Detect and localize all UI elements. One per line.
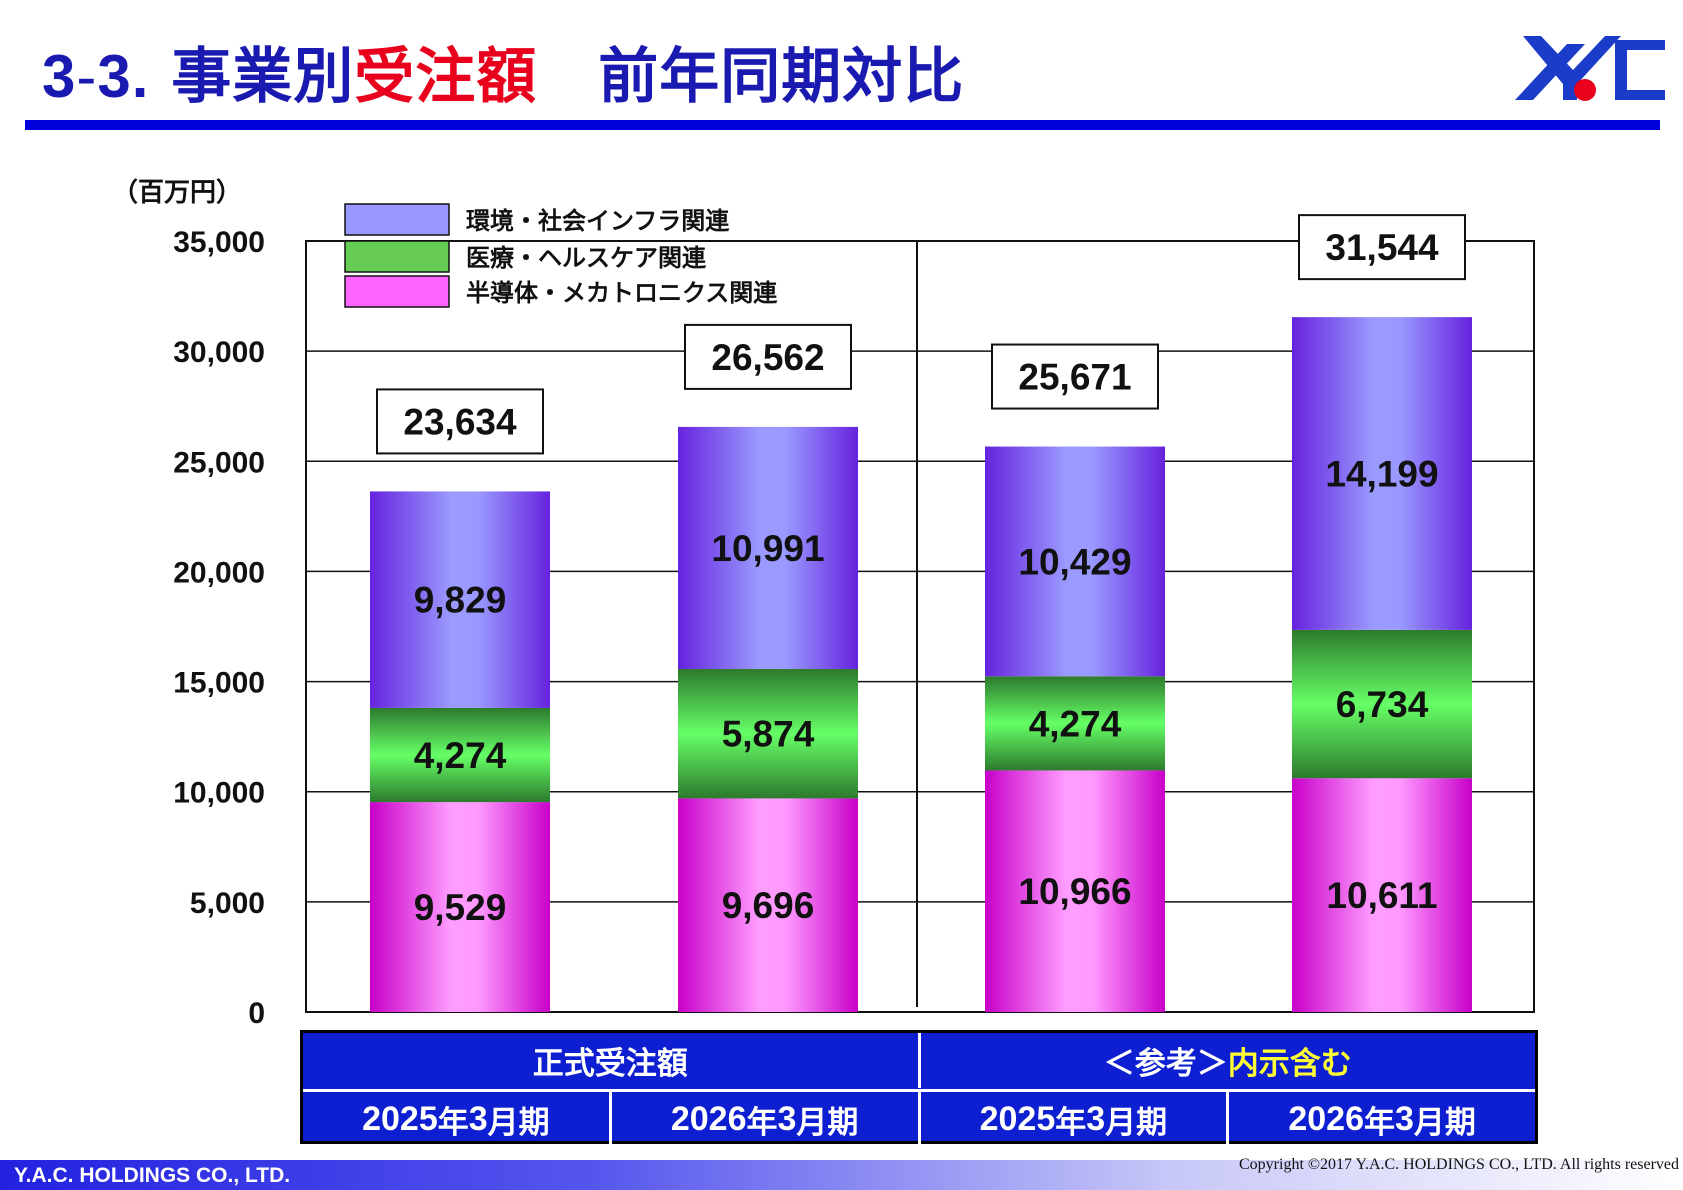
y-tick-label: 0 — [248, 997, 265, 1030]
legend-item-environment-label: 環境・社会インフラ関連 — [466, 207, 730, 235]
data-label: 5,874 — [722, 714, 815, 755]
bar-segment-semiconductor — [1292, 778, 1472, 1012]
total-label: 26,562 — [711, 337, 824, 378]
y-tick-label: 10,000 — [173, 777, 265, 810]
category-group-row: 正式受注額 ＜参考＞ 内示含む — [303, 1033, 1535, 1088]
data-label: 10,429 — [1018, 541, 1131, 582]
category-period-4: 2026 年 3 月期 — [1226, 1092, 1535, 1147]
y-tick-label: 15,000 — [173, 667, 265, 700]
data-label: 9,529 — [414, 887, 507, 928]
legend-item-healthcare-swatch — [344, 240, 450, 273]
bar-segment-healthcare — [370, 707, 550, 803]
y-unit-label: （百万円） — [112, 178, 243, 208]
stacked-bar-chart: 0 5,000 10,000 15,000 20,000 25,000 30,000 35,0… — [173, 203, 1535, 1030]
legend-item-semiconductor-swatch — [344, 275, 450, 308]
category-period-1: 2025 年 3 月期 — [362, 1100, 550, 1141]
y-tick-label: 30,000 — [173, 336, 265, 369]
total-box — [376, 388, 544, 455]
data-label: 10,991 — [711, 528, 824, 569]
total-label: 25,671 — [1018, 357, 1131, 398]
data-label: 9,829 — [414, 580, 507, 621]
total-box — [991, 343, 1159, 410]
total-box — [684, 323, 852, 390]
bar-segment-environment — [370, 491, 550, 708]
y-tick-label: 35,000 — [173, 226, 265, 259]
legend-item-semiconductor-label: 半導体・メカトロニクス関連 — [466, 279, 778, 307]
bar-segment-healthcare — [985, 676, 1165, 771]
data-label: 6,734 — [1336, 684, 1429, 725]
title-rule — [25, 120, 1660, 130]
legend-item-environment-swatch — [344, 203, 450, 236]
bar-segment-semiconductor — [370, 802, 550, 1012]
logo-c-shape — [1615, 40, 1665, 100]
legend-item-healthcare-label: 医療・ヘルスケア関連 — [466, 244, 707, 272]
logo-y-shape — [1523, 36, 1621, 100]
footer-company: Y.A.C. HOLDINGS CO., LTD. — [14, 1164, 291, 1187]
data-label: 4,274 — [1029, 703, 1122, 744]
category-period-row: 2025 年 3 月期 2026 年 3 月期 2025 年 3 月期 2026 年 3 月期 — [303, 1089, 1535, 1147]
category-period-3: 2025 年 3 月期 — [917, 1092, 1227, 1147]
bar-segment-environment — [985, 446, 1165, 677]
plot-frame — [305, 240, 1535, 1013]
bar-segment-healthcare — [1292, 629, 1472, 779]
reference-highlight: 内示含む — [1227, 1046, 1352, 1082]
data-label: 9,696 — [722, 885, 815, 926]
data-label: 4,274 — [414, 735, 507, 776]
total-box — [1298, 214, 1466, 281]
category-group-reference: ＜参考＞ 内示含む — [917, 1033, 1536, 1088]
bar-segment-environment — [678, 426, 858, 670]
bar-segment-healthcare — [678, 669, 858, 799]
bar-segment-environment — [1292, 317, 1472, 630]
logo-dot — [1574, 79, 1596, 101]
data-label: 14,199 — [1325, 454, 1438, 495]
company-logo — [1515, 36, 1665, 101]
total-label: 31,544 — [1325, 227, 1439, 268]
footer-copyright: Copyright ©2017 Y.A.C. HOLDINGS CO., LTD… — [1239, 1156, 1679, 1173]
y-tick-label: 25,000 — [173, 446, 265, 479]
logo-stroke — [1515, 44, 1585, 100]
category-period-2: 2026 年 3 月期 — [608, 1092, 918, 1147]
category-table: 正式受注額 ＜参考＞ 内示含む 2025 年 3 月期 2026 年 3 月期 2025 年 3 月… — [300, 1030, 1538, 1147]
title-highlight: 受注額 — [354, 42, 538, 112]
category-group-official: 正式受注額 — [532, 1046, 688, 1082]
footer-bar — [0, 1160, 1683, 1190]
chart-bars — [370, 317, 1472, 1012]
bar-segment-semiconductor — [678, 798, 858, 1012]
y-tick-label: 5,000 — [190, 887, 265, 920]
data-label: 10,611 — [1326, 875, 1437, 916]
chart-labels: 0 5,000 10,000 15,000 20,000 25,000 30,000 35,0… — [173, 214, 1466, 1030]
total-label: 23,634 — [403, 401, 517, 442]
page-title: 3-3. 事業別受注額 前年同期対比 — [42, 42, 965, 112]
bar-segment-semiconductor — [985, 770, 1165, 1012]
y-tick-label: 20,000 — [173, 556, 265, 589]
data-label: 10,966 — [1018, 871, 1131, 912]
